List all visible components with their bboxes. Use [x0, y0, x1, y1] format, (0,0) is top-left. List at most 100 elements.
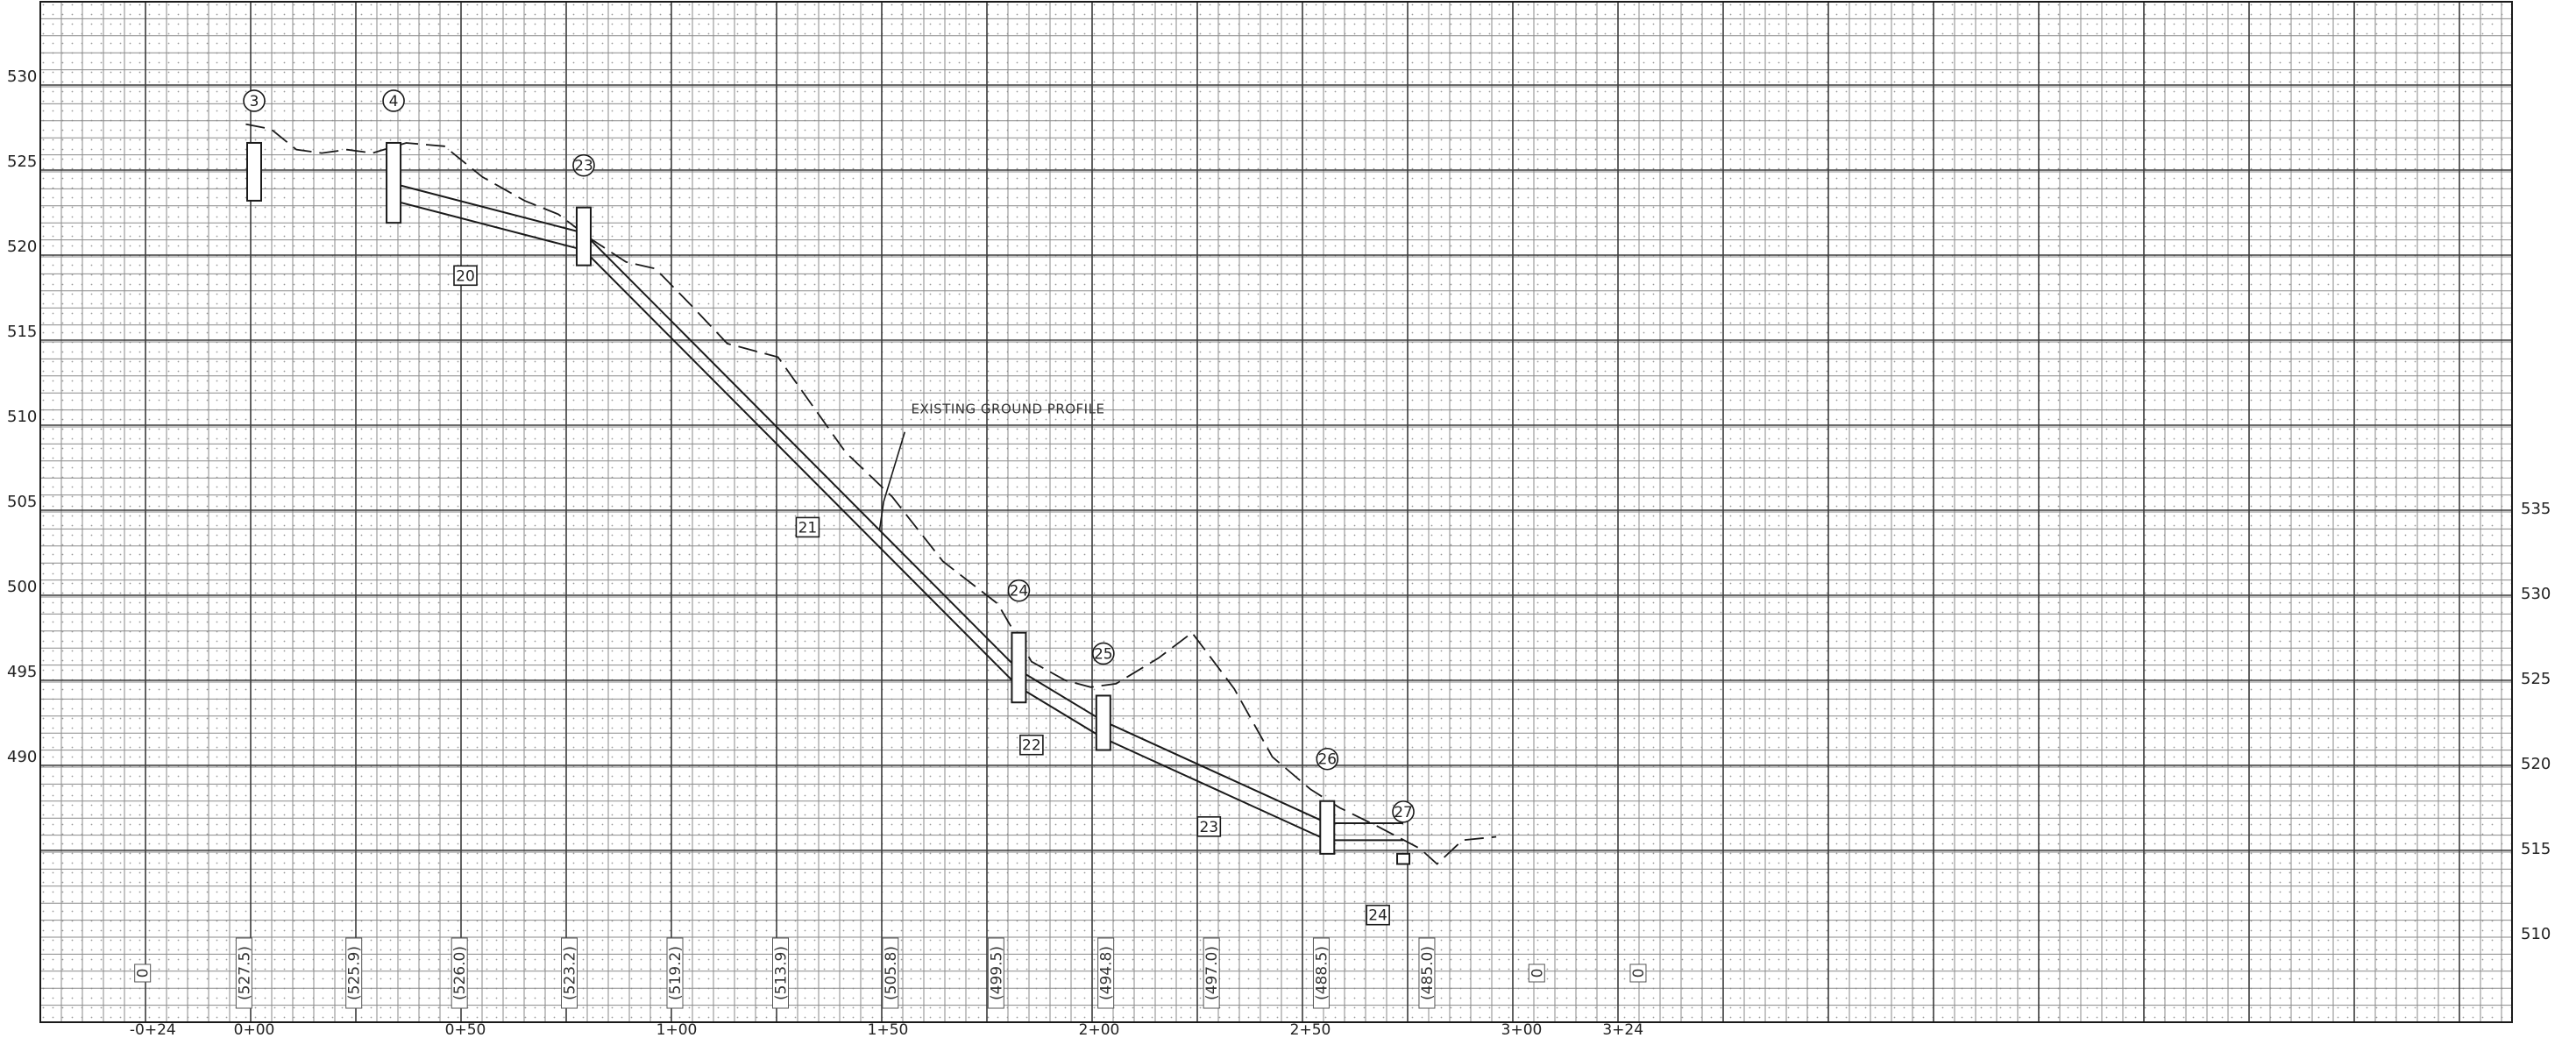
pipe-invert-line	[583, 249, 1020, 688]
elevation-label-box	[134, 963, 152, 983]
elevation-label-text: (485.0)	[1419, 946, 1437, 1000]
pipe-tag: 21	[795, 516, 820, 538]
elevation-label-text: (488.5)	[1313, 946, 1331, 1000]
elevation-label-text: 0	[135, 969, 153, 978]
structure-box	[1396, 852, 1411, 865]
elevation-tick-label: 500	[7, 578, 37, 596]
pipe-22	[1018, 669, 1104, 739]
structure-label-circle	[243, 89, 266, 112]
elevation-label-text: 0	[1529, 969, 1546, 978]
pipe-tag: 20	[453, 265, 478, 287]
ground-elevation-label: (526.0)	[451, 937, 469, 1009]
elevation-label-box	[882, 937, 899, 1009]
station-tick-label: 0+00	[234, 1021, 275, 1038]
elevation-tick-label: 510	[7, 408, 37, 426]
station-tick-label: 2+00	[1079, 1021, 1120, 1038]
structure-label-text: 3	[250, 93, 259, 110]
ground-elevation-label: (525.9)	[345, 937, 364, 1009]
pipe-tag-box	[795, 516, 820, 538]
pipe-invert-line	[1103, 737, 1328, 842]
sheet-border	[39, 1, 2513, 1023]
structure-box	[1011, 631, 1027, 704]
ground-elevation-labels: 0 (527.5) (525.9) (526.0) (523.2) (519.2) (513…	[134, 937, 1648, 1009]
pipe-runs	[393, 182, 1404, 842]
structure-25: 25	[1092, 642, 1115, 751]
structure-label-circle	[1316, 747, 1339, 771]
station-tick-label: 3+00	[1501, 1021, 1543, 1038]
elevation-tick-label: 505	[7, 493, 37, 511]
pipe-tag-box	[1196, 816, 1222, 837]
structure-27: 27	[1392, 800, 1415, 865]
elevation-label-box	[1629, 963, 1647, 983]
ground-profile-callout: EXISTING GROUND PROFILE	[878, 401, 1105, 531]
elevation-label-text: (519.2)	[667, 946, 685, 1000]
major-grid	[39, 2, 2513, 1022]
structure-label-text: 4	[389, 93, 399, 110]
elevation-tick-label: 495	[7, 663, 37, 681]
pipe-crown-line	[583, 232, 1020, 672]
pipe-tag-text: 20	[456, 267, 475, 285]
minor-grid	[39, 1, 2512, 1023]
right-elevation-tick-label: 530	[2521, 585, 2551, 603]
pipe-crown-line	[393, 182, 585, 234]
right-elevation-tick-label: 515	[2521, 840, 2551, 858]
pipe-tag-text: 22	[1022, 737, 1041, 755]
structure-4: 4	[382, 89, 405, 224]
ground-elevation-label: 0	[134, 963, 153, 983]
elevation-label-box	[772, 937, 789, 1009]
pipe-invert-line	[393, 199, 585, 252]
elevation-label-box	[1528, 963, 1545, 983]
structure-box	[386, 141, 402, 224]
elevation-label-box	[561, 937, 578, 1009]
right-elevation-tick-label: 510	[2521, 925, 2551, 943]
structure-label-circle	[382, 89, 405, 112]
station-axis: -0+24 0+00 0+50 1+00 1+50 2+00 2+50 3+00 3+24	[130, 1021, 1643, 1038]
ground-elevation-label: (499.5)	[987, 937, 1005, 1009]
pipe-24	[1327, 821, 1404, 842]
elevation-tick-label: 490	[7, 748, 37, 766]
station-tick-label: 0+50	[445, 1021, 486, 1038]
pipe-tag-box	[1019, 734, 1044, 756]
ground-elevation-label: (527.5)	[235, 937, 253, 1009]
pipe-tag: 22	[1019, 734, 1044, 756]
structure-label-circle	[572, 153, 595, 177]
elevation-tick-label: 520	[7, 238, 37, 256]
structure-label-text: 27	[1394, 804, 1413, 821]
structure-23: 23	[572, 153, 595, 267]
structure-box	[1095, 694, 1111, 751]
pipe-21	[583, 232, 1020, 688]
elevation-label-text: (526.0)	[451, 946, 469, 1000]
station-tick-label: -0+24	[130, 1021, 176, 1038]
ground-elevation-label: 0	[1528, 963, 1546, 983]
right-elevation-tick-label: 535	[2521, 500, 2551, 518]
station-tick-label: 1+00	[656, 1021, 698, 1038]
structure-box	[246, 141, 262, 202]
pipe-tag-text: 21	[798, 519, 818, 537]
elevation-label-text: (499.5)	[988, 946, 1005, 1000]
left-elevation-axis: 530 525 520 515 510 505 500 495 490	[7, 68, 37, 766]
structure-label-circle	[1007, 579, 1031, 602]
pipe-20	[393, 182, 585, 252]
pipe-tag: 24	[1366, 904, 1390, 926]
pipe-tag-text: 24	[1368, 907, 1387, 925]
structure-label-text: 23	[574, 158, 593, 175]
right-elevation-tick-label: 520	[2521, 755, 2551, 773]
pipe-tag-box	[453, 265, 478, 287]
structure-26: 26	[1316, 747, 1339, 855]
elevation-label-text: (527.5)	[236, 946, 253, 1000]
elevation-label-text: 0	[1630, 969, 1648, 978]
elevation-tick-label: 530	[7, 68, 37, 86]
callout-text: EXISTING GROUND PROFILE	[912, 401, 1105, 416]
pipe-tags: 20 21 22 23 24	[453, 265, 1390, 926]
elevation-label-text: (494.8)	[1098, 946, 1116, 1000]
elevation-label-box	[1312, 937, 1330, 1009]
elevation-label-text: (513.9)	[773, 946, 791, 1000]
elevation-label-box	[666, 937, 684, 1009]
ground-elevation-label: (488.5)	[1312, 937, 1331, 1009]
pipe-tag: 23	[1196, 816, 1222, 837]
callout-leader	[878, 431, 906, 531]
pipe-23	[1103, 720, 1328, 842]
elevation-tick-label: 525	[7, 153, 37, 171]
elevation-label-text: (523.2)	[562, 946, 579, 1000]
